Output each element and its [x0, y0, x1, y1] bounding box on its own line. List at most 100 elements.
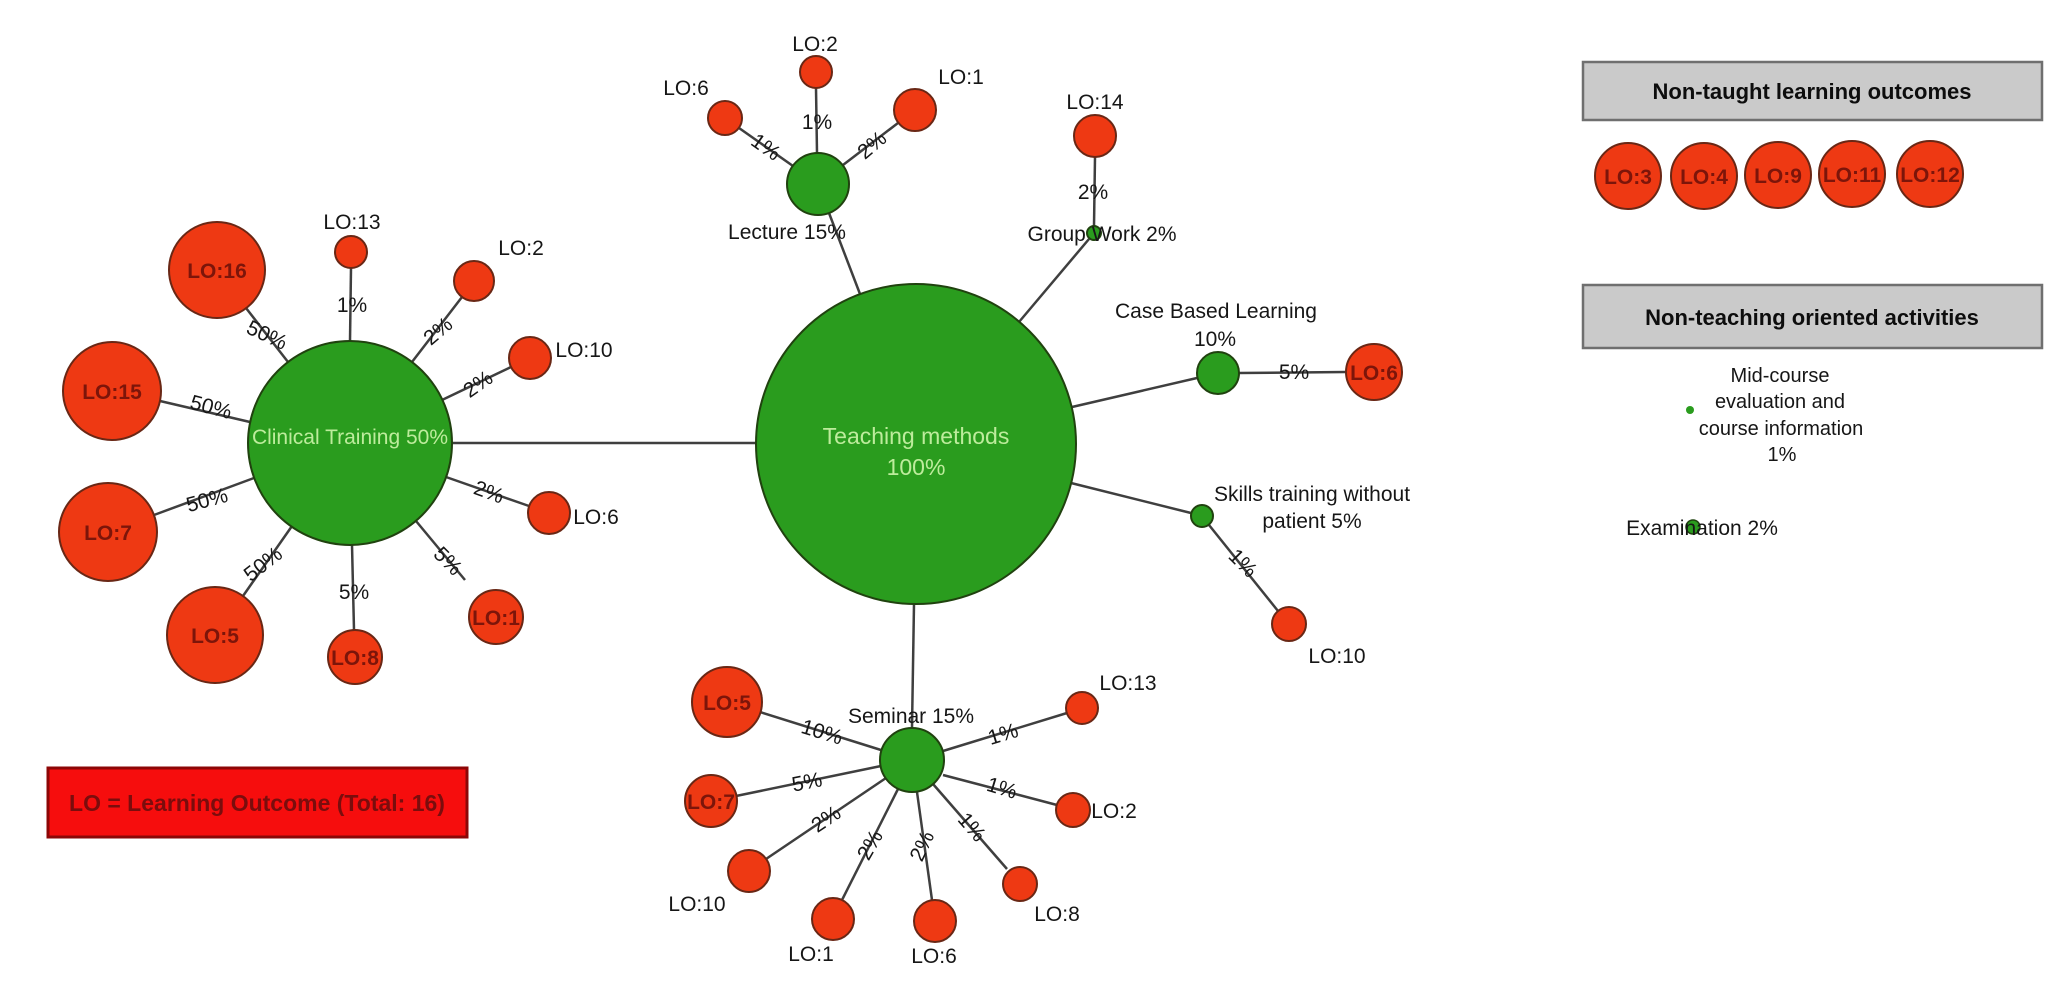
lecture-lo6-node: [707, 100, 743, 136]
seminar-lo7-pct: 5%: [790, 768, 824, 796]
edge-clinical-lo7: [153, 476, 255, 517]
edges: [153, 87, 1347, 901]
cbl-lo6-label: LO:6: [1350, 362, 1398, 385]
seminar-node: [879, 727, 945, 793]
lo6-node: [527, 491, 571, 535]
lo1-label: LO:1: [472, 607, 520, 630]
edge-clinical-lo15: [159, 399, 251, 424]
edge-clinical-lo16: [245, 307, 289, 363]
lo9-node: [1744, 141, 1812, 209]
skills-training-label-line1: Skills training without: [1214, 483, 1410, 506]
edge-clinical-lo1: [415, 520, 466, 581]
legend-box: [46, 766, 469, 839]
lo2-node: [453, 260, 495, 302]
lo3-label: LO:3: [1604, 166, 1652, 189]
clinical-lo8-pct: 5%: [339, 581, 369, 604]
case-based-learning-pct: 10%: [1194, 328, 1236, 351]
non-teaching-panel: Non-teaching oriented activities Mid-cou…: [1581, 283, 2044, 540]
edge-seminar-lo7: [735, 764, 882, 798]
seminar-lo8-node: [1002, 866, 1038, 902]
case-based-learning-cluster: Case Based Learning 10% LO:6 5%: [1115, 300, 1403, 401]
lo12-node: [1896, 140, 1964, 208]
seminar-lo1-pct: 2%: [853, 826, 888, 864]
lecture-lo1-label: LO:1: [938, 66, 984, 89]
edge-teaching-skills: [1070, 481, 1192, 515]
clinical-lo7-pct: 50%: [184, 484, 231, 517]
lecture-node: [786, 152, 850, 216]
clinical-lo10-pct: 2%: [459, 366, 497, 402]
seminar-lo2-node: [1055, 792, 1091, 828]
edge-seminar-lo5: [759, 710, 882, 752]
teaching-methods-hub: Teaching methods 100%: [755, 283, 1077, 605]
lo13-node: [334, 235, 368, 269]
seminar-lo5-node: [691, 666, 763, 738]
lecture-lo2-pct: 1%: [802, 111, 832, 134]
group-work-node: [1086, 225, 1102, 241]
edge-seminar-lo10: [765, 776, 887, 861]
seminar-cluster: Seminar 15% LO:5 10% LO:7 5% LO:10 2% LO…: [668, 666, 1157, 968]
lo14-label: LO:14: [1066, 91, 1124, 114]
seminar-lo10-node: [727, 849, 771, 893]
legend-text: LO = Learning Outcome (Total: 16): [69, 790, 445, 816]
clinical-training-label: Clinical Training 50%: [252, 426, 448, 449]
clinical-lo13-pct: 1%: [337, 294, 367, 317]
skills-training-node: [1190, 504, 1214, 528]
midcourse-line1: Mid-course: [1731, 365, 1830, 387]
lecture-label: Lecture 15%: [728, 221, 846, 244]
clinical-lo16-pct: 50%: [243, 316, 291, 355]
clinical-lo5-pct: 50%: [240, 542, 287, 586]
seminar-label: Seminar 15%: [848, 705, 974, 728]
teaching-methods-label: Teaching methods: [823, 423, 1010, 449]
lo2-label: LO:2: [498, 237, 544, 260]
skills-lo10-label: LO:10: [1308, 645, 1365, 668]
seminar-lo6-pct: 2%: [906, 828, 940, 865]
seminar-lo13-pct: 1%: [985, 719, 1021, 750]
lo7-label: LO:7: [84, 522, 132, 545]
clinical-lo6-pct: 2%: [471, 476, 507, 508]
seminar-lo13-label: LO:13: [1099, 672, 1156, 695]
lo11-label: LO:11: [1823, 164, 1882, 187]
teaching-methods-node: [755, 283, 1077, 605]
edge-clinical-lo10: [441, 365, 512, 402]
lo5-label: LO:5: [191, 625, 239, 648]
lecture-lo2-label: LO:2: [792, 33, 838, 56]
edge-teaching-groupwork: [1018, 238, 1090, 323]
lo15-label: LO:15: [82, 381, 142, 404]
lecture-lo6-label: LO:6: [663, 77, 709, 100]
case-based-learning-node: [1196, 351, 1240, 395]
seminar-lo7-label: LO:7: [687, 791, 735, 814]
edge-cbl-lo6: [1238, 370, 1347, 375]
clinical-lo15-pct: 50%: [188, 391, 235, 424]
skills-lo10-node: [1271, 606, 1307, 642]
teaching-methods-pct: 100%: [887, 454, 946, 480]
edge-teaching-lecture: [827, 212, 862, 295]
clinical-training-cluster: Clinical Training 50% LO:16 50% LO:13 1%…: [58, 211, 619, 685]
non-teaching-header-box: [1581, 283, 2044, 350]
edge-clinical-lo6: [445, 475, 530, 508]
seminar-lo6-label: LO:6: [911, 945, 957, 968]
lo5-node: [166, 586, 264, 684]
lo10-node: [508, 336, 552, 380]
lo1-node: [468, 589, 524, 645]
cbl-lo6-pct: 5%: [1279, 361, 1309, 384]
midcourse-line2: evaluation and: [1715, 391, 1845, 413]
edge-seminar-lo2: [942, 773, 1058, 807]
lo13-label: LO:13: [323, 211, 380, 234]
midcourse-line3: course information: [1699, 418, 1864, 440]
edge-clinical-lo8: [350, 544, 356, 631]
seminar-lo10-pct: 2%: [807, 801, 845, 837]
legend: LO = Learning Outcome (Total: 16): [46, 766, 469, 839]
edge-skills-lo10: [1208, 524, 1279, 612]
group-work-cluster: Group Work 2% LO:14 2%: [1028, 91, 1177, 246]
edge-lecture-lo6: [738, 126, 794, 168]
lo12-label: LO:12: [1900, 164, 1960, 187]
lo8-node: [327, 629, 383, 685]
edge-seminar-lo8: [932, 783, 1008, 870]
edge-clinical-lo5: [241, 525, 294, 597]
edge-clinical-lo13: [348, 267, 353, 342]
non-teaching-header-text: Non-teaching oriented activities: [1645, 305, 1979, 330]
lo6-label: LO:6: [573, 506, 619, 529]
lo15-node: [62, 341, 162, 441]
